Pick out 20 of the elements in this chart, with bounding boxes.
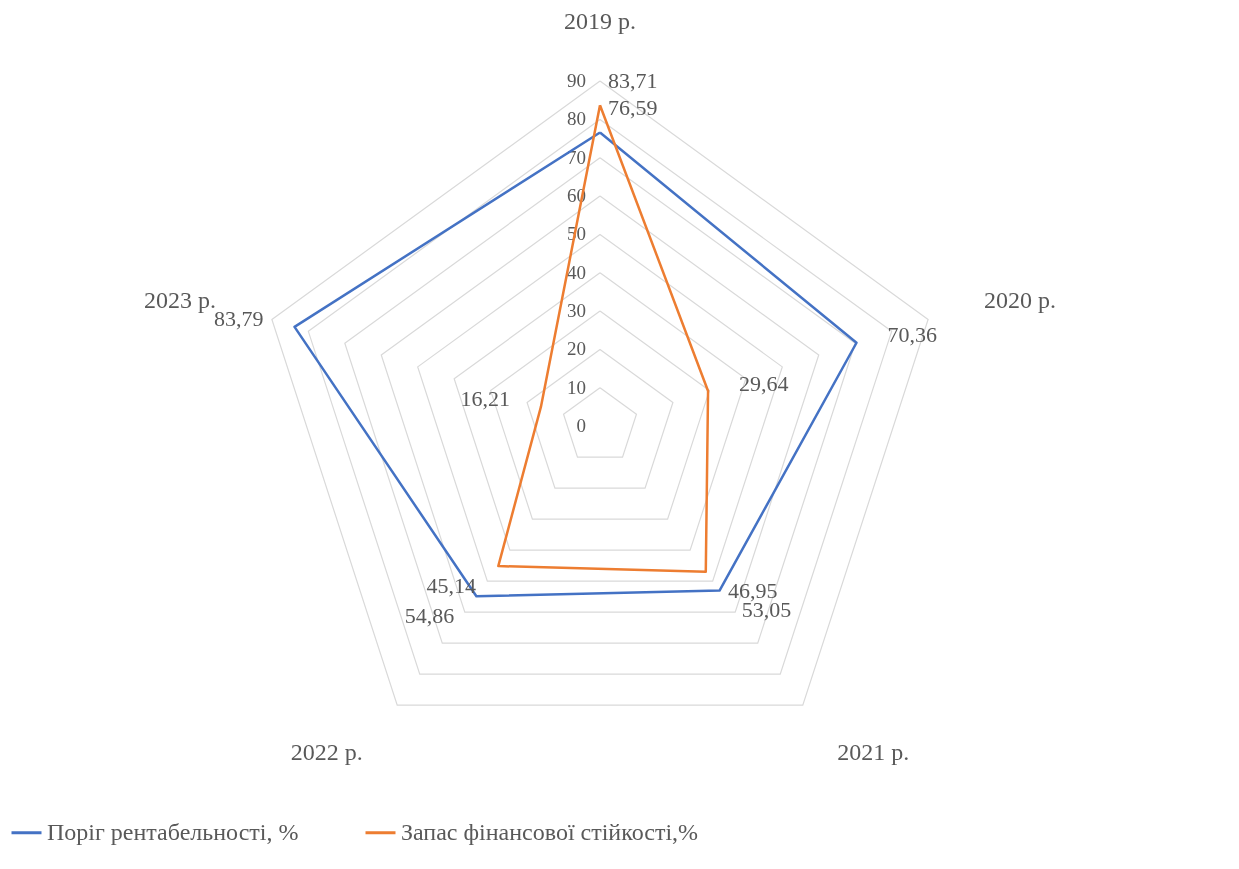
y-tick-label: 0 [576,415,586,437]
spoke-label: 2023 р. [144,287,217,314]
spoke-label: 2020 р. [983,287,1056,314]
data-label: 16,21 [460,386,510,412]
legend-label: Запас фінансової стійкості,% [401,818,699,845]
data-label: 76,59 [608,95,658,121]
spoke-label: 2022 р. [290,738,363,765]
spoke-label: 2019 р. [564,8,636,35]
data-label: 29,64 [739,370,789,396]
y-tick-label: 80 [567,108,586,130]
y-tick-label: 20 [567,338,586,360]
y-tick-label: 30 [567,300,586,322]
y-tick-label: 10 [567,376,586,398]
data-label: 70,36 [887,322,937,348]
data-label: 54,86 [404,602,455,628]
legend-label: Поріг рентабельності, % [47,818,299,845]
data-label: 83,79 [214,306,264,332]
y-tick-label: 90 [567,70,586,92]
data-label: 83,71 [608,68,658,94]
spoke-label: 2021 р. [837,738,910,765]
